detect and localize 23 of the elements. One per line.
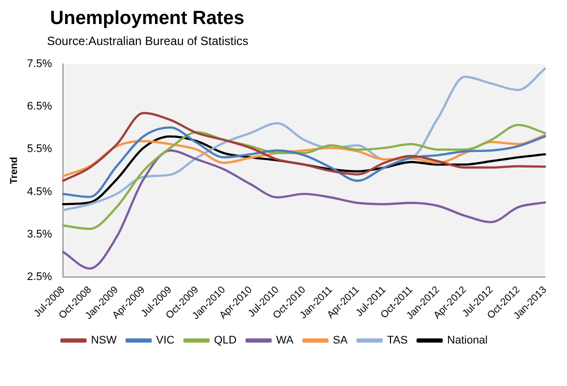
y-tick-label: 6.5% (26, 100, 52, 113)
y-tick-label: 3.5% (26, 228, 52, 240)
line-series (62, 149, 546, 270)
legend-label: NSW (90, 334, 118, 347)
chart-subtitle: Source:Australian Bureau of Statistics (47, 34, 248, 48)
y-axis-title: Trend (8, 156, 20, 184)
chart-title: Unemployment Rates (50, 8, 244, 30)
line-series (62, 124, 546, 230)
y-tick-label: 5.5% (26, 143, 52, 156)
y-tick-label: 4.5% (26, 186, 52, 198)
line-series (62, 112, 546, 182)
y-tick-label: 7.5% (26, 58, 52, 70)
line-series (62, 135, 546, 206)
legend-label: QLD (214, 334, 237, 347)
legend-label: SA (332, 334, 348, 347)
legend-label: VIC (156, 334, 175, 347)
legend-label: WA (276, 334, 294, 347)
line-series (62, 134, 546, 178)
line-series (62, 126, 546, 198)
y-tick-label: 2.5% (26, 271, 52, 284)
legend-label: National (447, 334, 488, 347)
legend-label: TAS (387, 334, 408, 347)
line-series (62, 68, 546, 212)
